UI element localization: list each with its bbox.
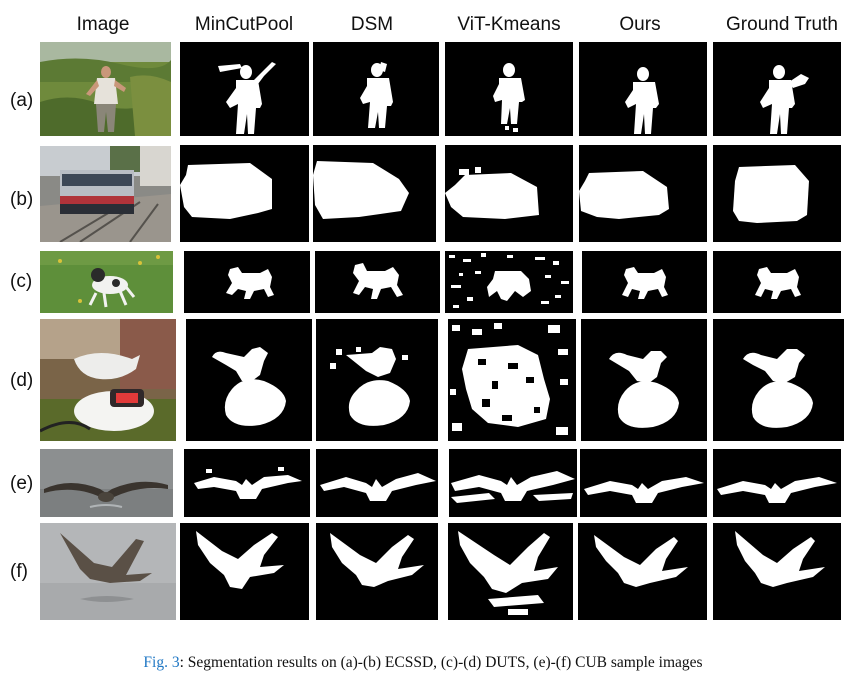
mask-c-mincutpool [184, 251, 310, 313]
column-header-ground-truth: Ground Truth [726, 14, 838, 35]
mask-f-dsm [316, 523, 438, 620]
mask-e-mincutpool [184, 449, 310, 517]
mask-f-ground-truth [713, 523, 841, 620]
mask-a-mincutpool [180, 42, 309, 136]
image-d-bird-on-device [40, 319, 176, 441]
mask-e-ours [580, 449, 707, 517]
mask-a-dsm [313, 42, 439, 136]
mask-d-ours [581, 319, 707, 441]
row-label-b: (b) [10, 189, 34, 210]
mask-f-vit-kmeans [448, 523, 573, 620]
mask-e-vit-kmeans [449, 449, 577, 517]
image-b-train [40, 146, 171, 242]
mask-e-ground-truth [713, 449, 841, 517]
figure-caption: Fig. 3: Segmentation results on (a)-(b) … [0, 654, 846, 672]
column-header-image: Image [76, 14, 130, 35]
row-label-d: (d) [10, 370, 34, 391]
mask-d-vit-kmeans [448, 319, 576, 441]
row-label-c: (c) [10, 271, 33, 292]
column-header-mincutpool: MinCutPool [194, 14, 294, 35]
mask-f-ours [578, 523, 707, 620]
mask-b-ours [579, 145, 707, 242]
mask-a-ours [579, 42, 707, 136]
image-e-seabird [40, 449, 173, 517]
figure-reference: Fig. 3 [143, 654, 180, 671]
mask-a-ground-truth [713, 42, 841, 136]
mask-b-mincutpool [180, 145, 309, 242]
row-label-e: (e) [10, 473, 34, 494]
image-f-seabird-flying [40, 523, 176, 620]
row-label-a: (a) [10, 90, 34, 111]
column-header-dsm: DSM [350, 14, 394, 35]
mask-c-dsm [315, 251, 440, 313]
mask-c-ground-truth [713, 251, 841, 313]
mask-b-dsm [313, 145, 436, 242]
mask-e-dsm [316, 449, 438, 517]
mask-c-ours [582, 251, 707, 313]
caption-text: : Segmentation results on (a)-(b) ECSSD,… [179, 654, 703, 671]
mask-b-vit-kmeans [445, 145, 573, 242]
column-header-vit-kmeans: ViT-Kmeans [457, 14, 561, 35]
image-c-dog [40, 251, 173, 313]
mask-d-dsm [316, 319, 438, 441]
mask-c-vit-kmeans [445, 251, 573, 313]
column-header-ours: Ours [619, 14, 661, 35]
row-label-f: (f) [10, 561, 28, 582]
mask-b-ground-truth [713, 145, 841, 242]
mask-a-vit-kmeans [445, 42, 573, 136]
image-a-person [40, 42, 171, 136]
mask-f-mincutpool [180, 523, 309, 620]
mask-d-ground-truth [713, 319, 844, 441]
mask-d-mincutpool [186, 319, 312, 441]
